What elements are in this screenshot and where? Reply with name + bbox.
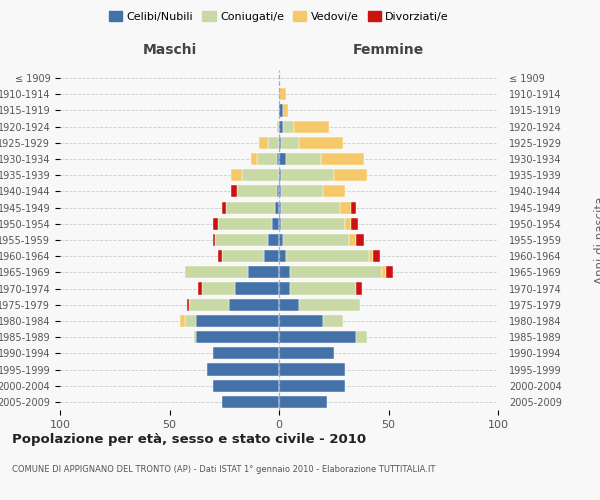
Bar	[286, 250, 369, 262]
Bar	[334, 169, 367, 181]
Bar	[231, 186, 238, 198]
Bar	[279, 137, 281, 149]
Bar	[226, 202, 275, 213]
Bar	[283, 104, 288, 117]
Text: Femmine: Femmine	[353, 43, 424, 57]
Bar	[194, 331, 196, 343]
Bar	[189, 298, 229, 311]
Bar	[279, 186, 281, 198]
Bar	[238, 186, 277, 198]
Bar	[275, 202, 279, 213]
Bar	[283, 120, 295, 132]
Bar	[268, 234, 279, 246]
Bar	[386, 266, 393, 278]
Bar	[231, 169, 242, 181]
Bar	[196, 331, 279, 343]
Bar	[286, 153, 320, 165]
Bar	[382, 266, 386, 278]
Bar	[279, 153, 286, 165]
Bar	[351, 202, 356, 213]
Bar	[369, 250, 373, 262]
Bar	[214, 380, 279, 392]
Bar	[187, 298, 189, 311]
Bar	[279, 331, 356, 343]
Bar	[222, 396, 279, 408]
Bar	[279, 88, 286, 101]
Bar	[279, 396, 327, 408]
Bar	[279, 169, 281, 181]
Bar	[356, 331, 367, 343]
Bar	[251, 153, 257, 165]
Bar	[351, 218, 358, 230]
Bar	[356, 234, 364, 246]
Bar	[263, 250, 279, 262]
Bar	[279, 250, 286, 262]
Bar	[214, 348, 279, 360]
Bar	[373, 250, 380, 262]
Bar	[257, 153, 277, 165]
Bar	[242, 169, 279, 181]
Bar	[218, 218, 272, 230]
Bar	[299, 137, 343, 149]
Bar	[248, 266, 279, 278]
Bar	[295, 120, 329, 132]
Bar	[299, 298, 360, 311]
Bar	[214, 234, 215, 246]
Bar	[290, 266, 382, 278]
Bar	[181, 315, 185, 327]
Bar	[279, 282, 290, 294]
Bar	[356, 282, 362, 294]
Bar	[214, 218, 218, 230]
Bar	[281, 218, 344, 230]
Bar	[272, 218, 279, 230]
Bar	[196, 315, 279, 327]
Bar	[349, 234, 356, 246]
Bar	[320, 153, 364, 165]
Bar	[218, 250, 222, 262]
Bar	[323, 315, 343, 327]
Bar	[279, 202, 281, 213]
Bar	[279, 364, 344, 376]
Bar	[279, 234, 283, 246]
Text: COMUNE DI APPIGNANO DEL TRONTO (AP) - Dati ISTAT 1° gennaio 2010 - Elaborazione : COMUNE DI APPIGNANO DEL TRONTO (AP) - Da…	[12, 466, 436, 474]
Bar	[277, 186, 279, 198]
Bar	[259, 137, 268, 149]
Bar	[279, 380, 344, 392]
Y-axis label: Anni di nascita: Anni di nascita	[594, 196, 600, 284]
Bar	[277, 120, 279, 132]
Bar	[279, 266, 290, 278]
Text: Popolazione per età, sesso e stato civile - 2010: Popolazione per età, sesso e stato civil…	[12, 432, 366, 446]
Bar	[279, 348, 334, 360]
Bar	[283, 234, 349, 246]
Bar	[202, 282, 235, 294]
Bar	[207, 364, 279, 376]
Bar	[344, 218, 351, 230]
Bar	[279, 298, 299, 311]
Bar	[279, 104, 283, 117]
Bar	[229, 298, 279, 311]
Bar	[281, 186, 323, 198]
Bar	[340, 202, 351, 213]
Bar	[279, 218, 281, 230]
Bar	[281, 202, 340, 213]
Text: Maschi: Maschi	[142, 43, 197, 57]
Bar	[222, 202, 226, 213]
Bar	[277, 153, 279, 165]
Bar	[279, 120, 283, 132]
Bar	[323, 186, 344, 198]
Bar	[185, 266, 248, 278]
Bar	[281, 169, 334, 181]
Bar	[268, 137, 279, 149]
Bar	[222, 250, 263, 262]
Bar	[198, 282, 202, 294]
Bar	[235, 282, 279, 294]
Bar	[281, 137, 299, 149]
Legend: Celibi/Nubili, Coniugati/e, Vedovi/e, Divorziati/e: Celibi/Nubili, Coniugati/e, Vedovi/e, Di…	[106, 8, 452, 25]
Bar	[290, 282, 356, 294]
Bar	[279, 315, 323, 327]
Bar	[185, 315, 196, 327]
Bar	[215, 234, 268, 246]
